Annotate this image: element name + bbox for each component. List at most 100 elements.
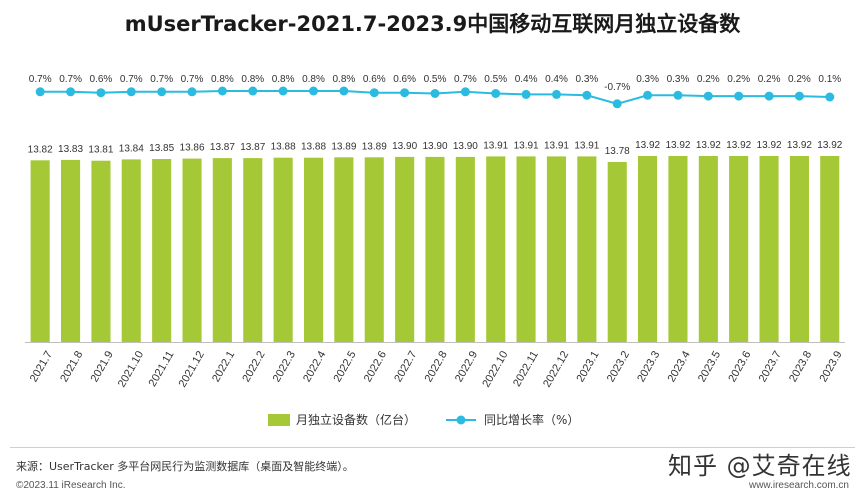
bar	[334, 157, 354, 342]
bar-value-label: 13.92	[635, 140, 660, 151]
growth-value-label: 0.7%	[181, 74, 204, 85]
growth-value-label: 0.5%	[424, 74, 447, 85]
bar	[30, 160, 50, 342]
bar-value-label: 13.88	[271, 142, 296, 153]
x-tick-label: 2022.11	[511, 349, 541, 389]
bar	[152, 159, 172, 342]
bar-value-label: 13.90	[422, 141, 447, 152]
bar	[364, 157, 384, 342]
bar-value-label: 13.81	[88, 145, 113, 156]
growth-point	[521, 89, 531, 99]
bar-value-label: 13.92	[817, 140, 842, 151]
x-tick-label: 2021.10	[116, 349, 146, 389]
bar	[729, 156, 749, 342]
growth-point	[460, 87, 470, 97]
x-tick-label: 2023.8	[787, 349, 814, 384]
x-tick-label: 2021.12	[177, 349, 207, 389]
growth-point	[794, 91, 804, 101]
bar	[91, 160, 111, 342]
growth-point	[248, 86, 258, 96]
growth-value-label: 0.6%	[90, 74, 113, 85]
bar	[273, 157, 293, 342]
chart-title: mUserTracker-2021.7-2023.9中国移动互联网月独立设备数	[124, 12, 741, 36]
x-tick-label: 2023.6	[726, 349, 753, 384]
growth-value-label: 0.4%	[515, 74, 538, 85]
growth-value-label: 0.3%	[667, 74, 690, 85]
growth-point	[369, 88, 379, 98]
bar	[668, 156, 688, 342]
x-tick-label: 2023.4	[666, 349, 693, 384]
growth-value-label: -0.7%	[604, 82, 630, 93]
bar-value-label: 13.92	[726, 140, 751, 151]
growth-value-label: 0.2%	[758, 74, 781, 85]
copyright: ©2023.11 iResearch Inc.	[16, 480, 126, 491]
growth-value-label: 0.7%	[59, 74, 82, 85]
x-tick-label: 2023.1	[574, 349, 601, 384]
bar	[395, 156, 415, 342]
bar-value-label: 13.90	[392, 141, 417, 152]
bar-value-label: 13.87	[240, 142, 265, 153]
growth-value-label: 0.7%	[120, 74, 143, 85]
growth-point	[339, 86, 349, 96]
growth-point	[491, 89, 501, 98]
growth-value-label: 0.2%	[788, 74, 811, 85]
site-url: www.iresearch.com.cn	[748, 480, 849, 491]
bar	[121, 159, 141, 342]
bar	[425, 156, 445, 342]
bar-value-label: 13.84	[119, 143, 144, 154]
bar	[455, 156, 475, 342]
growth-value-label: 0.8%	[333, 74, 356, 85]
bar-value-label: 13.92	[757, 140, 782, 151]
growth-value-label: 0.7%	[29, 74, 52, 85]
x-tick-label: 2022.3	[271, 349, 298, 384]
growth-point	[764, 91, 774, 101]
bar	[638, 156, 658, 342]
bar-value-label: 13.91	[544, 140, 569, 151]
growth-point	[643, 90, 653, 100]
bar	[182, 158, 202, 342]
bar	[304, 157, 324, 342]
growth-value-label: 0.4%	[545, 74, 568, 85]
x-tick-label: 2021.8	[58, 349, 85, 384]
x-tick-label: 2021.7	[28, 349, 55, 384]
growth-value-label: 0.7%	[150, 74, 173, 85]
bar-value-label: 13.92	[787, 140, 812, 151]
bar-value-label: 13.90	[453, 141, 478, 152]
growth-point	[703, 91, 713, 101]
bar-value-label: 13.87	[210, 142, 235, 153]
x-tick-label: 2021.9	[89, 349, 116, 384]
growth-point	[582, 90, 592, 100]
bar	[820, 156, 840, 342]
bar-value-label: 13.91	[574, 140, 599, 151]
growth-point	[734, 91, 744, 101]
x-tick-label: 2022.7	[392, 349, 419, 384]
growth-value-label: 0.8%	[302, 74, 325, 85]
x-tick-label: 2022.4	[301, 349, 328, 384]
bar	[577, 156, 597, 342]
chart: 13.82 2021.7 13.83 2021.8 13.81 2021.9 13.84 20…	[25, 74, 845, 427]
growth-point	[825, 92, 835, 102]
legend-bar-label: 月独立设备数（亿台）	[296, 412, 416, 427]
legend-line-marker	[456, 415, 466, 425]
bar	[486, 156, 506, 342]
growth-value-label: 0.8%	[241, 74, 264, 85]
x-tick-label: 2023.2	[605, 349, 632, 384]
bar	[759, 156, 779, 342]
growth-value-label: 0.2%	[697, 74, 720, 85]
legend-bar-swatch	[268, 414, 290, 426]
bar-value-label: 13.89	[362, 141, 387, 152]
growth-point	[309, 86, 318, 96]
watermark: 知乎 @艾奇在线	[668, 452, 852, 480]
bar	[243, 158, 263, 342]
growth-point	[96, 88, 106, 98]
bar-value-label: 13.92	[696, 140, 721, 151]
bar	[546, 156, 566, 342]
x-tick-label: 2021.11	[147, 349, 177, 389]
bar	[698, 156, 718, 342]
growth-point	[612, 99, 622, 109]
growth-point	[552, 89, 561, 99]
growth-point	[66, 87, 76, 97]
bar-value-label: 13.88	[301, 142, 326, 153]
bar	[516, 156, 536, 342]
growth-value-label: 0.8%	[272, 74, 295, 85]
